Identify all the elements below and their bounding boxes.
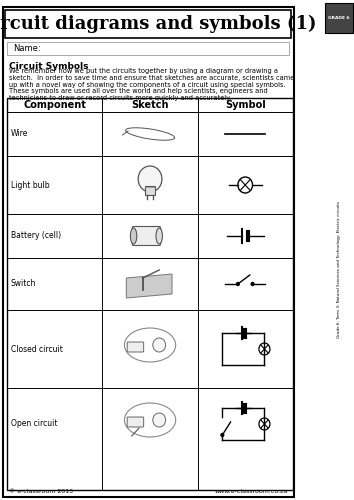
Text: Light bulb: Light bulb (11, 180, 50, 190)
Polygon shape (126, 274, 172, 298)
FancyBboxPatch shape (132, 226, 161, 246)
Circle shape (153, 413, 166, 427)
Text: GRADE 6: GRADE 6 (328, 16, 350, 20)
Text: Open circuit: Open circuit (11, 420, 57, 428)
Circle shape (236, 282, 239, 286)
Text: Closed circuit: Closed circuit (11, 344, 63, 354)
Text: Component: Component (23, 100, 86, 110)
Circle shape (221, 434, 224, 436)
Bar (145, 186, 155, 195)
Circle shape (138, 166, 162, 192)
Text: Circuit diagrams and symbols (1): Circuit diagrams and symbols (1) (0, 15, 317, 33)
Text: Name:: Name: (13, 44, 40, 53)
Ellipse shape (130, 228, 137, 244)
Text: Wire: Wire (11, 130, 28, 138)
FancyBboxPatch shape (7, 42, 289, 55)
FancyBboxPatch shape (6, 10, 291, 38)
Text: up with a novel way of showing the components of a circuit using special symbols: up with a novel way of showing the compo… (9, 82, 286, 87)
FancyBboxPatch shape (325, 4, 353, 32)
Text: Circuit Symbols: Circuit Symbols (9, 62, 88, 71)
Text: Switch: Switch (11, 280, 36, 288)
Text: Battery (cell): Battery (cell) (11, 232, 61, 240)
Text: Sketch: Sketch (131, 100, 169, 110)
Ellipse shape (156, 228, 162, 244)
Text: © e-classroom 2013: © e-classroom 2013 (9, 489, 73, 494)
Text: We remember how we put the circuits together by using a diagram or drawing a: We remember how we put the circuits toge… (9, 68, 278, 74)
Text: www.e-classroom.co.za: www.e-classroom.co.za (215, 489, 288, 494)
FancyBboxPatch shape (127, 417, 144, 427)
FancyBboxPatch shape (3, 7, 294, 497)
Text: These symbols are used all over the world and help scientists, engineers and: These symbols are used all over the worl… (9, 88, 268, 94)
Text: sketch.  In order to save time and ensure that sketches are accurate, scientists: sketch. In order to save time and ensure… (9, 75, 295, 81)
Text: Symbol: Symbol (225, 100, 266, 110)
FancyBboxPatch shape (127, 342, 144, 352)
Circle shape (153, 338, 166, 352)
Text: technicians to draw or record circuits more quickly and accurately.: technicians to draw or record circuits m… (9, 95, 231, 101)
Text: Grade 6: Term 3: Natural Sciences and Technology: Electric circuits: Grade 6: Term 3: Natural Sciences and Te… (337, 202, 341, 338)
Circle shape (251, 282, 254, 286)
Bar (7, 98, 293, 490)
